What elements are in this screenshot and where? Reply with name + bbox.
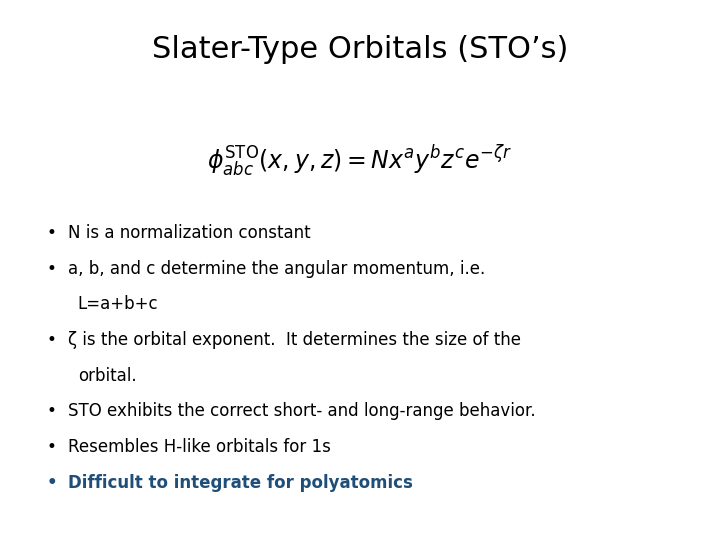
Text: •: • [47, 224, 57, 242]
Text: L=a+b+c: L=a+b+c [78, 295, 158, 313]
Text: STO exhibits the correct short- and long-range behavior.: STO exhibits the correct short- and long… [68, 402, 536, 420]
Text: •: • [47, 402, 57, 420]
Text: Resembles H-like orbitals for 1s: Resembles H-like orbitals for 1s [68, 438, 331, 456]
Text: a, b, and c determine the angular momentum, i.e.: a, b, and c determine the angular moment… [68, 260, 486, 278]
Text: Slater-Type Orbitals (STO’s): Slater-Type Orbitals (STO’s) [152, 35, 568, 64]
Text: •: • [47, 474, 58, 491]
Text: •: • [47, 331, 57, 349]
Text: orbital.: orbital. [78, 367, 136, 384]
Text: $\phi_{abc}^{\mathrm{STO}}(x,y,z) = Nx^ay^bz^ce^{-\zeta r}$: $\phi_{abc}^{\mathrm{STO}}(x,y,z) = Nx^a… [207, 143, 513, 179]
Text: •: • [47, 260, 57, 278]
Text: N is a normalization constant: N is a normalization constant [68, 224, 311, 242]
Text: ζ is the orbital exponent.  It determines the size of the: ζ is the orbital exponent. It determines… [68, 331, 521, 349]
Text: •: • [47, 438, 57, 456]
Text: Difficult to integrate for polyatomics: Difficult to integrate for polyatomics [68, 474, 413, 491]
